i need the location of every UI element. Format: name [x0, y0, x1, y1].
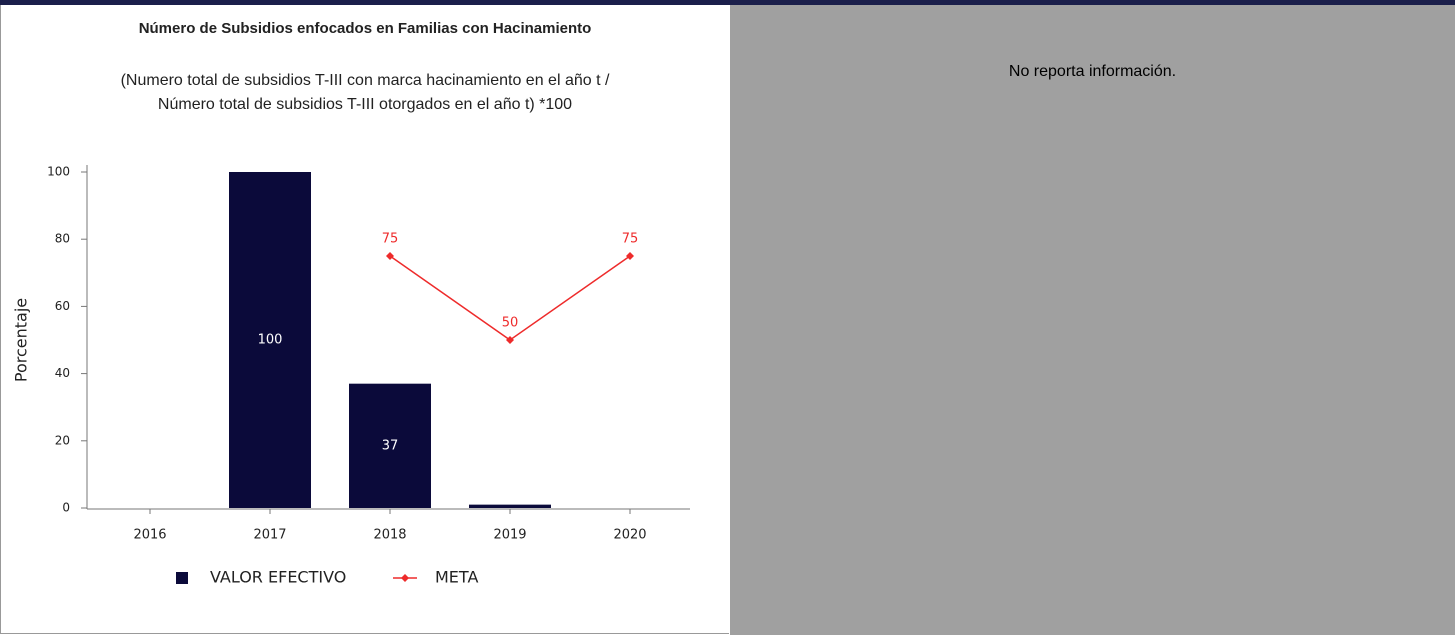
- x-tick-label: 2016: [133, 528, 166, 543]
- bar-value-label: 37: [382, 438, 399, 453]
- y-tick-label: 80: [55, 232, 70, 246]
- x-tick-label: 2019: [493, 528, 526, 543]
- line-point: [626, 252, 634, 260]
- chart-subtitle: Número total de subsidios T-III otorgado…: [158, 96, 572, 113]
- bar: [469, 504, 551, 508]
- info-panel: No reporta información.: [730, 5, 1455, 635]
- chart-title: Número de Subsidios enfocados en Familia…: [139, 20, 592, 37]
- chart-panel: [0, 5, 729, 634]
- legend-swatch: [176, 572, 188, 584]
- y-tick-label: 100: [47, 165, 70, 179]
- chart-subtitle: (Numero total de subsidios T-III con mar…: [121, 72, 610, 89]
- chart: Número de Subsidios enfocados en Familia…: [12, 20, 690, 587]
- bar: [229, 172, 311, 508]
- bar: [349, 383, 431, 508]
- y-tick-label: 40: [55, 366, 70, 380]
- x-tick-label: 2018: [373, 528, 406, 543]
- top-bar: [0, 0, 1455, 5]
- legend-swatch: [401, 574, 409, 582]
- panel-note: No reporta información.: [1008, 63, 1177, 80]
- line-point: [506, 336, 514, 344]
- x-tick-label: 2020: [613, 528, 646, 543]
- y-axis-label: Porcentaje: [12, 298, 31, 382]
- x-tick-label: 2017: [253, 528, 286, 543]
- line-point: [386, 252, 394, 260]
- legend-label: META: [435, 568, 478, 587]
- bar-value-label: 100: [258, 333, 283, 348]
- line-value-label: 50: [502, 316, 519, 331]
- y-tick-label: 20: [55, 433, 70, 447]
- legend-label: VALOR EFECTIVO: [210, 568, 346, 587]
- y-tick-label: 60: [55, 299, 70, 313]
- line-value-label: 75: [382, 232, 399, 247]
- line-value-label: 75: [622, 232, 639, 247]
- y-tick-label: 0: [62, 501, 70, 515]
